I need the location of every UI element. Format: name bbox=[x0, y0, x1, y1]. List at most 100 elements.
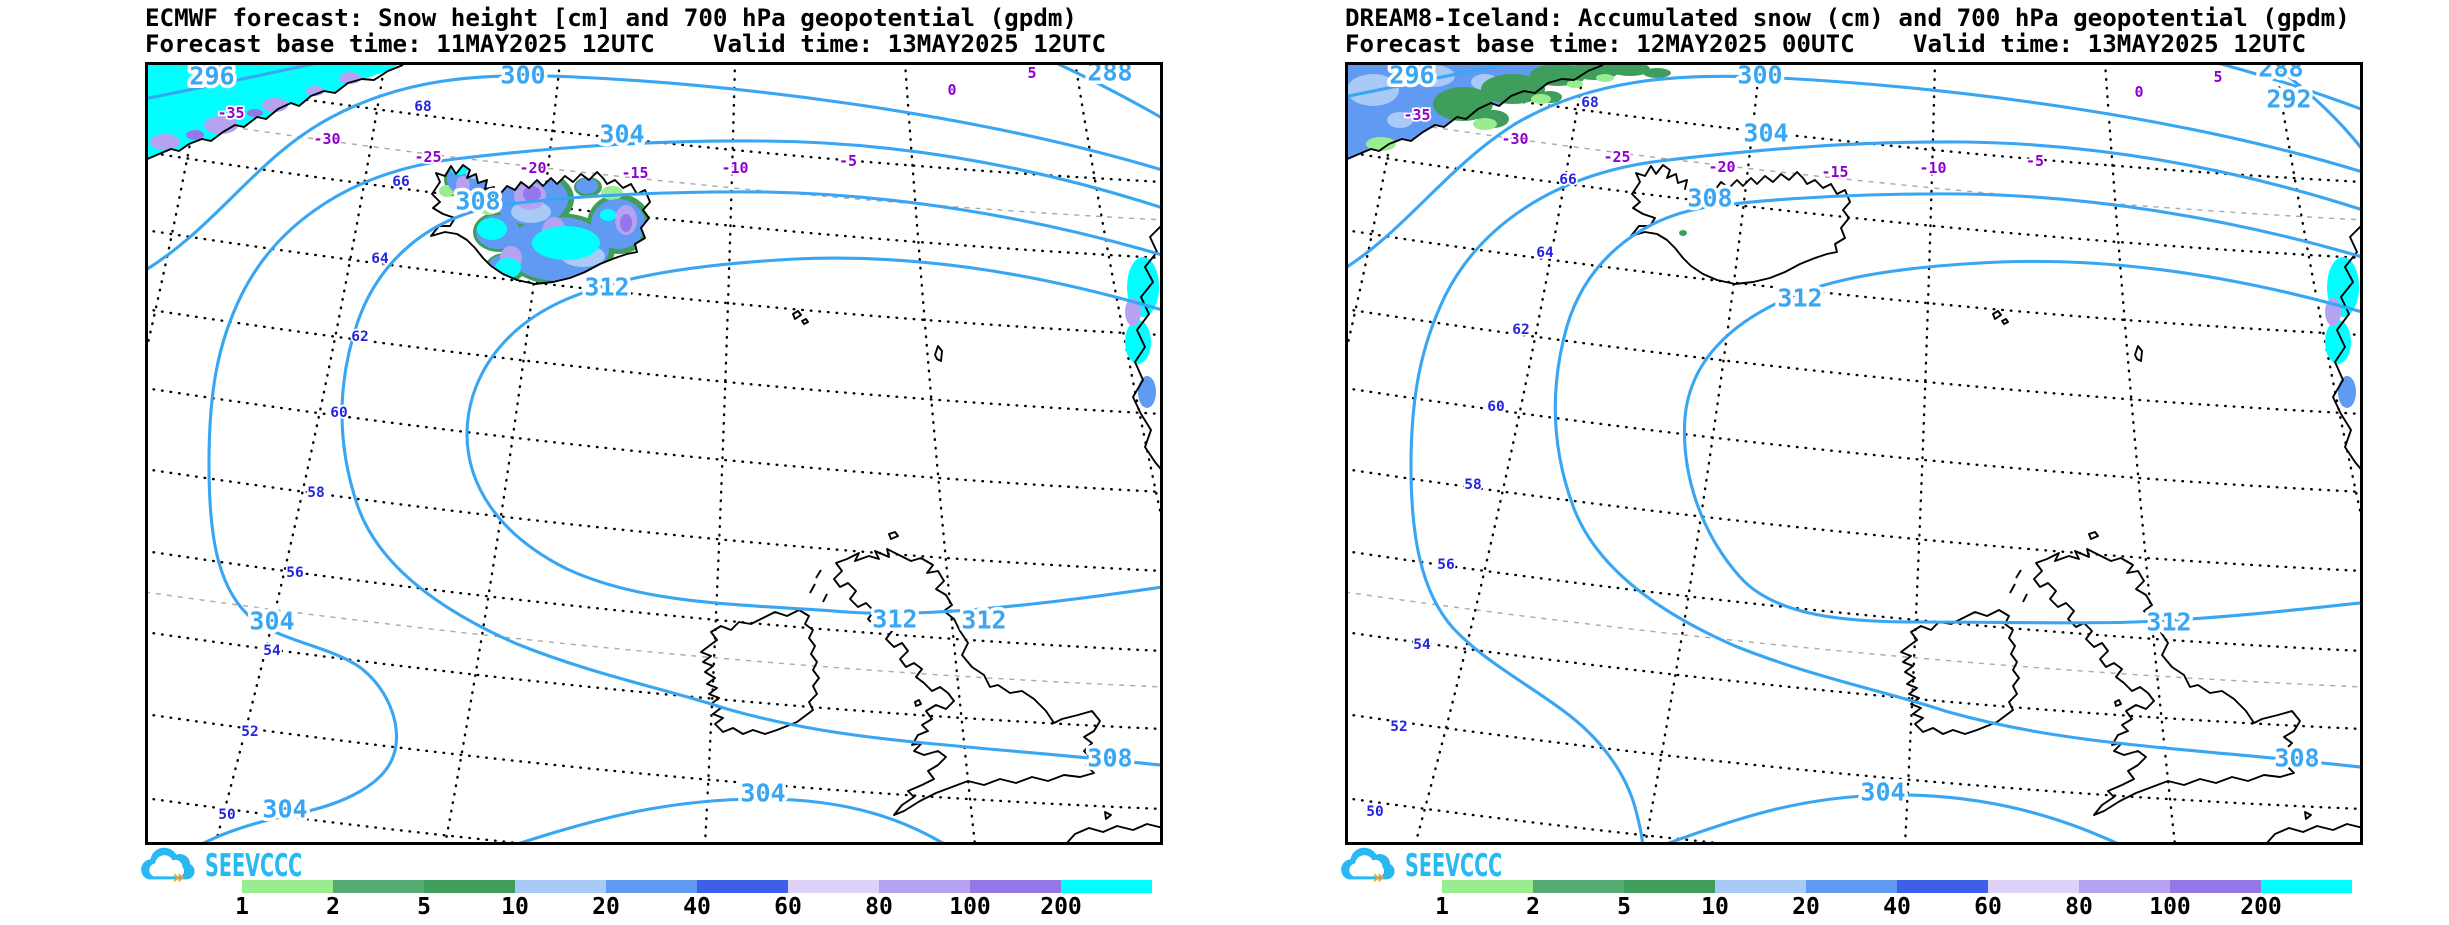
temperature-label: -25 bbox=[1603, 148, 1630, 166]
colorbar bbox=[242, 880, 1154, 893]
colorbar-segment bbox=[2170, 880, 2261, 893]
colorbar-tick: 5 bbox=[417, 894, 431, 920]
map-border bbox=[1345, 62, 2363, 845]
colorbar-tick: 20 bbox=[1792, 894, 1820, 920]
colorbar-tick: 80 bbox=[2065, 894, 2093, 920]
geopotential-label: 292 bbox=[2266, 85, 2311, 114]
latitude-label: 62 bbox=[1512, 322, 1529, 338]
geopotential-contours-dream8 bbox=[1345, 62, 2363, 845]
seevccc-logo: » SEEVCCC bbox=[1335, 846, 1562, 887]
colorbar-tick: 5 bbox=[1617, 894, 1631, 920]
temperature-label: -35 bbox=[1403, 106, 1430, 124]
temperature-label: 0 bbox=[947, 81, 956, 99]
colorbar-tick: 2 bbox=[1526, 894, 1540, 920]
geopotential-label: 296 bbox=[189, 62, 234, 91]
temperature-label: -25 bbox=[414, 148, 441, 166]
graticule-dream8 bbox=[1345, 62, 2363, 845]
colorbar-segment bbox=[788, 880, 879, 893]
geopotential-label: 312 bbox=[584, 273, 629, 302]
snow-dot-iceland bbox=[1679, 230, 1687, 236]
temperature-label: -15 bbox=[1821, 163, 1848, 181]
logo-text: SEEVCCC bbox=[1405, 848, 1503, 884]
geopotential-label: 304 bbox=[599, 120, 644, 149]
colorbar-segment bbox=[424, 880, 515, 893]
colorbar-ticks: 1 2 5 10 20 40 60 80 100 200 bbox=[1435, 893, 2354, 920]
latitude-label: 56 bbox=[286, 565, 303, 581]
colorbar-segment bbox=[970, 880, 1061, 893]
lat-labels: 68 66 64 62 60 58 56 54 52 50 bbox=[217, 97, 434, 825]
colorbar-tick: 100 bbox=[2149, 894, 2191, 920]
geopotential-label: 308 bbox=[455, 187, 500, 216]
colorbar-tick: 80 bbox=[865, 894, 893, 920]
geopotential-label: 304 bbox=[262, 795, 307, 824]
temperature-label: -5 bbox=[839, 152, 857, 170]
snow-legend: 1 2 5 10 20 40 60 80 100 200 bbox=[235, 880, 1154, 920]
geopotential-contours-ecmwf bbox=[145, 62, 1163, 845]
colorbar-segment bbox=[1061, 880, 1152, 893]
geopotential-label: 308 bbox=[1687, 184, 1732, 213]
latitude-label: 60 bbox=[1487, 399, 1504, 415]
colorbar-segment bbox=[1715, 880, 1806, 893]
temperature-label: -5 bbox=[2026, 152, 2044, 170]
colorbar-segment bbox=[1533, 880, 1624, 893]
geopotential-label: 308 bbox=[1087, 744, 1132, 773]
colorbar-segment bbox=[242, 880, 333, 893]
seevccc-logo: » SEEVCCC bbox=[135, 846, 362, 887]
geopotential-label: 304 bbox=[1860, 778, 1905, 807]
latitude-label: 58 bbox=[1464, 477, 1481, 493]
latitude-label: 68 bbox=[414, 99, 431, 115]
colorbar-segment bbox=[1442, 880, 1533, 893]
svg-text:»: » bbox=[172, 866, 185, 887]
latitude-label: 58 bbox=[307, 485, 324, 501]
panel-ecmwf: ECMWF forecast: Snow height [cm] and 700… bbox=[141, 0, 1163, 925]
ecmwf-title-line1: ECMWF forecast: Snow height [cm] and 700… bbox=[145, 4, 1077, 32]
latitude-label: 66 bbox=[392, 174, 409, 190]
geopotential-label: 300 bbox=[1737, 62, 1782, 90]
temperature-label: -30 bbox=[1501, 130, 1528, 148]
geopotential-label: 312 bbox=[1777, 284, 1822, 313]
panel-ecmwf-title: ECMWF forecast: Snow height [cm] and 700… bbox=[145, 5, 1106, 57]
colorbar-tick: 10 bbox=[1701, 894, 1729, 920]
colorbar-segment bbox=[1988, 880, 2079, 893]
colorbar-tick: 200 bbox=[1040, 894, 1082, 920]
geopotential-label: 300 bbox=[500, 62, 545, 90]
ecmwf-title-line2: Forecast base time: 11MAY2025 12UTC Vali… bbox=[145, 30, 1107, 58]
geopotential-label: 304 bbox=[249, 607, 294, 636]
temp-labels: -35 -30 -25 -20 -15 -10 -5 0 5 bbox=[1402, 66, 2225, 183]
colorbar-segment bbox=[697, 880, 788, 893]
temperature-label: 5 bbox=[1027, 64, 1036, 82]
latitude-label: 66 bbox=[1559, 172, 1576, 188]
colorbar-tick: 40 bbox=[683, 894, 711, 920]
logo-text: SEEVCCC bbox=[205, 848, 303, 884]
colorbar-tick: 1 bbox=[235, 894, 249, 920]
snow-field-ecmwf bbox=[145, 62, 1159, 408]
temperature-label: -10 bbox=[1919, 159, 1946, 177]
cloud-icon: » bbox=[1341, 847, 1395, 887]
colorbar-segment bbox=[1897, 880, 1988, 893]
colorbar-tick: 20 bbox=[592, 894, 620, 920]
coastlines-ecmwf bbox=[145, 64, 1163, 845]
colorbar-tick: 100 bbox=[949, 894, 991, 920]
colorbar-tick: 60 bbox=[1974, 894, 2002, 920]
temperature-label: -35 bbox=[217, 104, 244, 122]
cloud-icon: » bbox=[141, 847, 195, 887]
colorbar-segment bbox=[1624, 880, 1715, 893]
geopotential-label: 308 bbox=[2274, 744, 2319, 773]
colorbar-ticks: 1 2 5 10 20 40 60 80 100 200 bbox=[235, 893, 1154, 920]
colorbar-tick: 2 bbox=[326, 894, 340, 920]
map-border bbox=[145, 62, 1163, 845]
svg-text:»: » bbox=[1372, 866, 1385, 887]
geopotential-label: 312 bbox=[872, 605, 917, 634]
latitude-label: 50 bbox=[1366, 804, 1383, 820]
colorbar-segment bbox=[879, 880, 970, 893]
latitude-label: 64 bbox=[371, 251, 389, 267]
colorbar-segment bbox=[2261, 880, 2352, 893]
colorbar-segment bbox=[2079, 880, 2170, 893]
geopotential-label: 304 bbox=[740, 779, 785, 808]
latitude-label: 54 bbox=[263, 643, 281, 659]
geopotential-label: 288 bbox=[2258, 62, 2303, 83]
